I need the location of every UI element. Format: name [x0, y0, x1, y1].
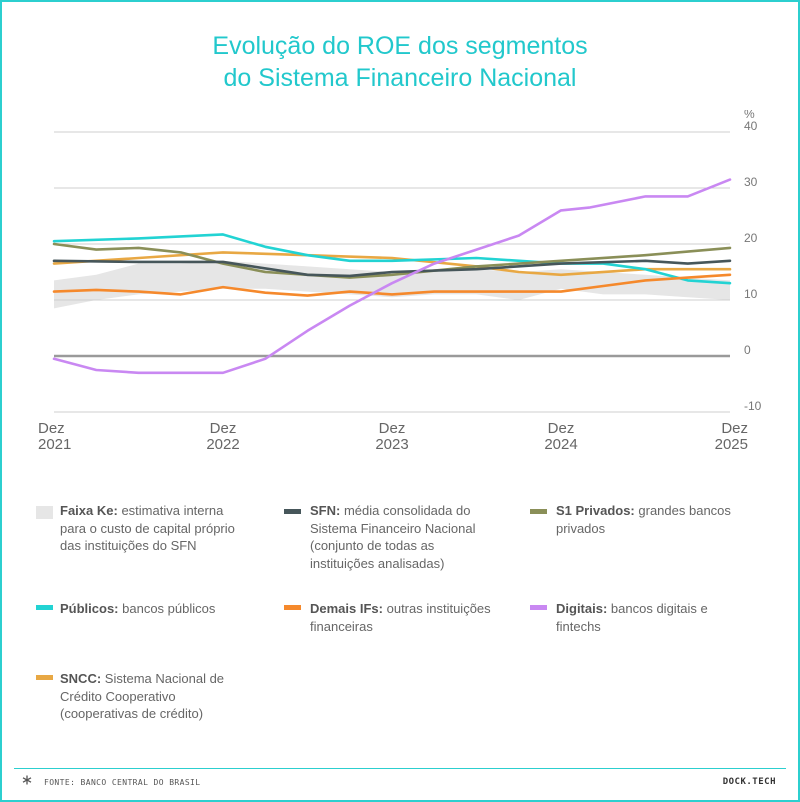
- y-tick-label: 10: [744, 287, 758, 301]
- asterisk-icon: [22, 775, 32, 785]
- chart-title: Evolução do ROE dos segmentos do Sistema…: [0, 30, 800, 94]
- legend-desc: Sistema Nacional de: [104, 671, 225, 686]
- legend-desc-line: financeiras: [310, 618, 373, 634]
- legend-desc-line: (conjunto de todas as: [310, 538, 435, 553]
- legend-item-s1-privados: S1 Privados: grandes bancos privados: [556, 502, 756, 537]
- legend-item-publicos: Públicos: bancos públicos: [60, 600, 260, 618]
- series-line-sncc: [52, 251, 732, 277]
- legend-label: Digitais:: [556, 601, 608, 616]
- x-tick-label: Dez: [379, 420, 406, 437]
- x-tick-label: 2025: [715, 436, 748, 453]
- x-tick-label: Dez: [721, 420, 748, 437]
- legend-desc: grandes bancos: [638, 503, 731, 518]
- y-tick-label: 30: [744, 175, 758, 189]
- legend-item-sfn: SFN: média consolidada do Sistema Financ…: [310, 502, 510, 572]
- legend-desc-line: Crédito Cooperativo: [60, 688, 176, 704]
- legend-swatch-band: [36, 506, 53, 519]
- y-tick-label: 40: [744, 119, 758, 133]
- legend-desc: média consolidada do: [343, 503, 471, 518]
- legend-swatch-sfn: [284, 509, 301, 514]
- legend-desc-line: das instituições do SFN: [60, 538, 197, 553]
- y-tick-label: 0: [744, 343, 751, 357]
- legend-desc-line: Sistema Financeiro Nacional: [310, 520, 476, 536]
- footer-divider: [14, 768, 786, 769]
- legend-label: SFN:: [310, 503, 341, 518]
- legend-label: Demais IFs:: [310, 601, 383, 616]
- y-tick-label: -10: [744, 399, 762, 413]
- x-tick-label: Dez: [548, 420, 575, 437]
- legend-desc-line: privados: [556, 520, 606, 536]
- title-line-1: Evolução do ROE dos segmentos: [212, 32, 588, 60]
- legend-swatch-sncc: [36, 675, 53, 680]
- legend-swatch-demais: [284, 605, 301, 610]
- legend-swatch-s1: [530, 509, 547, 514]
- legend-item-faixa-ke: Faixa Ke: estimativa interna para o cust…: [60, 502, 270, 555]
- legend-desc-line: (cooperativas de crédito): [60, 706, 204, 721]
- legend-desc: estimativa interna: [121, 503, 224, 518]
- x-tick-label: Dez: [38, 420, 65, 437]
- legend-item-digitais: Digitais: bancos digitais e fintechs: [556, 600, 756, 635]
- legend-desc: bancos públicos: [122, 601, 216, 616]
- brand-logo: DOCK.TECH: [722, 777, 776, 787]
- x-tick-label: 2024: [544, 436, 577, 453]
- source-note: FONTE: BANCO CENTRAL DO BRASIL: [44, 778, 201, 787]
- series-line-sfn: [52, 259, 732, 278]
- x-tick-label: Dez: [210, 420, 237, 437]
- legend-swatch-publicos: [36, 605, 53, 610]
- legend-desc-line: instituições analisadas): [310, 555, 445, 571]
- y-tick-label: 20: [744, 231, 758, 245]
- legend-desc: outras instituições: [386, 601, 491, 616]
- legend-label: Públicos:: [60, 601, 119, 616]
- legend-swatch-digitais: [530, 605, 547, 610]
- legend-desc-line: fintechs: [556, 618, 601, 634]
- legend-label: Faixa Ke:: [60, 503, 118, 518]
- series-line-digitais: [52, 178, 732, 375]
- legend-label: S1 Privados:: [556, 503, 635, 518]
- legend-item-demais-ifs: Demais IFs: outras instituições financei…: [310, 600, 510, 635]
- x-tick-label: 2023: [375, 436, 408, 453]
- legend-desc: bancos digitais e: [610, 601, 708, 616]
- y-unit-label: %: [744, 110, 755, 121]
- series-line-p-blicos: [52, 233, 732, 285]
- legend-desc-line: para o custo de capital próprio: [60, 520, 235, 536]
- title-line-2: do Sistema Financeiro Nacional: [223, 64, 577, 92]
- x-tick-label: 2021: [38, 436, 71, 453]
- legend-label: SNCC:: [60, 671, 102, 686]
- series-line-demais-ifs: [52, 273, 732, 297]
- line-chart: 403020100-10%Dez2021Dez2022Dez2023Dez202…: [38, 110, 762, 453]
- x-tick-label: 2022: [206, 436, 239, 453]
- legend-item-sncc: SNCC: Sistema Nacional de Crédito Cooper…: [60, 670, 270, 723]
